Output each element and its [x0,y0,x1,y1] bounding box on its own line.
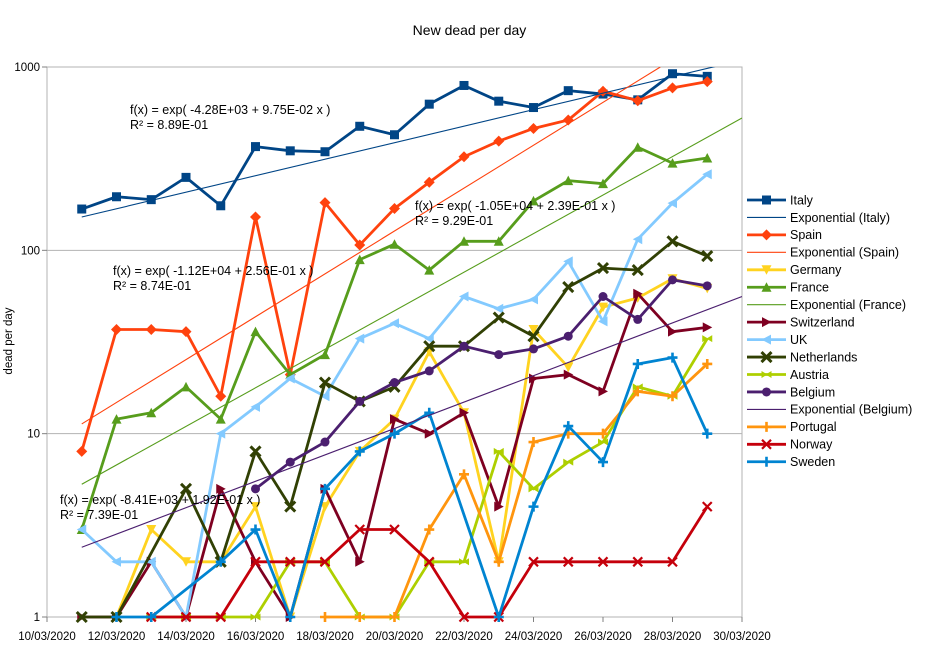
series-austria [146,335,713,621]
x-tick-label: 18/03/2020 [296,631,354,643]
legend-item-sweden[interactable]: Sweden [747,455,835,469]
legend: Italy Exponential (Italy) Spain Exponential… [747,193,912,469]
equation-text: f(x) = exp( -1.05E+04 + 2.39E-01 x ) [415,199,616,213]
y-tick-label: 1000 [14,62,40,74]
legend-item-france[interactable]: France [747,281,829,295]
legend-item-label: Spain [790,228,822,242]
legend-item-italy[interactable]: Italy [747,193,814,207]
legend-item-germany[interactable]: Germany [747,263,842,277]
legend-item-label: Exponential (Spain) [790,246,899,260]
trend-lines [81,67,742,548]
x-tick-label: 10/03/2020 [18,631,76,643]
r-squared-text: R² = 8.89E-01 [130,117,209,132]
trend-line-exponential-italy- [81,67,716,218]
trend-line-exponential-belgium- [81,295,742,548]
legend-item-label: Germany [790,263,842,277]
trend-equation-france: f(x) = exp( -1.05E+04 + 2.39E-01 x ) R² … [415,199,615,228]
legend-item-label: Exponential (France) [790,298,906,312]
y-tick-label: 10 [27,429,40,441]
y-tick-label: 1 [34,612,40,624]
legend-item-portugal[interactable]: Portugal [747,420,837,434]
legend-item-label: Austria [790,368,829,382]
x-tick-label: 28/03/2020 [644,631,702,643]
series-switzerland [77,288,713,622]
legend-item-netherlands[interactable]: Netherlands [747,350,857,364]
legend-item-label: Belgium [790,385,835,399]
equation-text: f(x) = exp( -4.28E+03 + 9.75E-02 x ) [130,103,331,117]
r-squared-text: R² = 8.74E-01 [113,278,192,293]
series-italy [77,69,712,214]
legend-item-belgium[interactable]: Belgium [747,385,835,399]
x-tick-label: 20/03/2020 [366,631,424,643]
legend-item-label: France [790,281,829,295]
legend-item-exponential-italy-[interactable]: Exponential (Italy) [747,211,890,225]
r-squared-text: R² = 7.39E-01 [60,507,139,522]
trend-equation-spain: f(x) = exp( -1.12E+04 + 2.56E-01 x ) R² … [113,264,313,293]
x-tick-label: 14/03/2020 [157,631,215,643]
chart-title: New dead per day [412,22,527,38]
series-netherlands [75,235,714,624]
y-tick-label: 100 [21,245,40,257]
r-squared-text: R² = 9.29E-01 [415,213,494,228]
legend-item-spain[interactable]: Spain [747,228,822,242]
series-portugal [320,358,713,622]
x-tick-label: 12/03/2020 [88,631,146,643]
trend-equation-belgium: f(x) = exp( -8.41E+03 + 1.92E-01 x ) R² … [60,493,260,522]
x-tick-label: 26/03/2020 [574,631,632,643]
legend-item-label: Exponential (Italy) [790,211,890,225]
x-tick-label: 16/03/2020 [227,631,285,643]
legend-item-label: Portugal [790,420,837,434]
x-tick-label: 30/03/2020 [713,631,771,643]
trend-line-exponential-spain- [81,67,661,425]
legend-item-label: UK [790,333,808,347]
legend-item-label: Exponential (Belgium) [790,403,912,417]
series-belgium [251,275,712,494]
series-france [76,142,713,535]
legend-item-label: Italy [790,193,814,207]
legend-item-uk[interactable]: UK [747,333,808,347]
trend-equation-italy: f(x) = exp( -4.28E+03 + 9.75E-02 x ) R² … [130,103,330,132]
trend-line-exponential-france- [81,117,742,485]
legend-item-norway[interactable]: Norway [747,438,833,452]
equation-text: f(x) = exp( -8.41E+03 + 1.92E-01 x ) [60,493,261,507]
axis-ticks-and-labels: 1 10 100 1000 10/03/2020 12/03/2020 14/03/2020… [14,62,770,643]
legend-item-label: Norway [790,438,833,452]
x-tick-label: 22/03/2020 [435,631,493,643]
legend-item-switzerland[interactable]: Switzerland [747,315,855,329]
series-sweden [111,352,713,622]
series-spain [76,76,713,457]
legend-item-label: Netherlands [790,350,857,364]
legend-item-exponential-spain-[interactable]: Exponential (Spain) [747,246,899,260]
legend-item-exponential-belgium-[interactable]: Exponential (Belgium) [747,403,912,417]
equation-text: f(x) = exp( -1.12E+04 + 2.56E-01 x ) [113,264,314,278]
x-tick-label: 24/03/2020 [505,631,563,643]
legend-item-label: Sweden [790,455,835,469]
legend-item-label: Switzerland [790,315,855,329]
legend-item-austria[interactable]: Austria [747,368,829,382]
legend-item-exponential-france-[interactable]: Exponential (France) [747,298,906,312]
